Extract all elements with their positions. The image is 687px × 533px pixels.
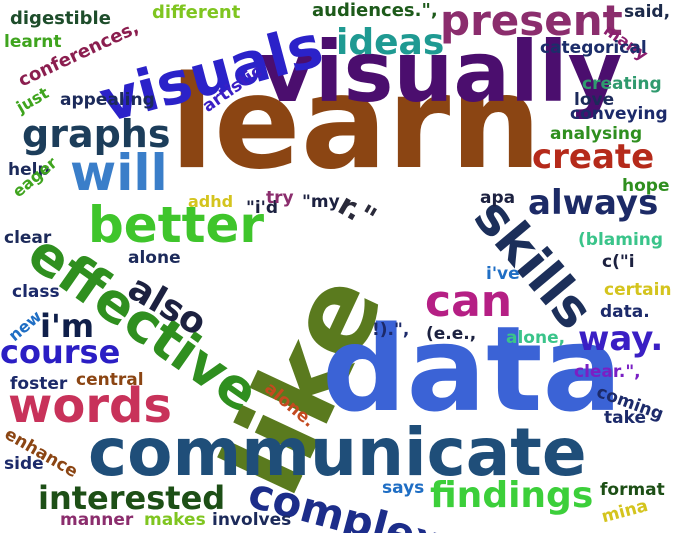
cloud-word: mina: [599, 495, 651, 528]
cloud-word: categorical: [540, 38, 647, 58]
cloud-word: better: [88, 196, 265, 254]
cloud-word: data.: [600, 302, 650, 322]
cloud-word: help: [8, 160, 50, 180]
cloud-word: present: [440, 0, 623, 45]
cloud-word: alone: [128, 248, 181, 268]
cloud-word: c("i: [602, 252, 635, 272]
cloud-word: creating: [582, 74, 662, 94]
cloud-word: learn: [170, 49, 542, 198]
cloud-word: alone,: [506, 328, 566, 348]
cloud-word: central: [76, 370, 144, 390]
cloud-word: involves: [212, 510, 292, 530]
cloud-word: conveying: [570, 104, 668, 124]
cloud-word: try: [266, 188, 294, 208]
cloud-word: data: [322, 300, 623, 438]
cloud-word: (blaming: [578, 230, 664, 250]
cloud-word: analysing: [550, 124, 643, 144]
cloud-word: different: [152, 2, 241, 23]
cloud-word: learnt: [4, 32, 62, 52]
cloud-word: ideas: [336, 22, 445, 63]
cloud-word: manner: [60, 510, 134, 530]
cloud-word: graphs: [22, 112, 171, 156]
cloud-word: adhd: [188, 192, 234, 211]
cloud-word: says: [382, 478, 425, 498]
cloud-word: clear.",: [574, 362, 641, 382]
cloud-word: visually: [260, 23, 623, 121]
cloud-word: course: [0, 333, 121, 371]
cloud-word: "i'd: [246, 198, 279, 218]
cloud-word: words: [8, 378, 172, 434]
cloud-word: appealing: [60, 90, 155, 110]
cloud-word: i've: [486, 264, 520, 284]
cloud-word: class: [12, 282, 60, 302]
cloud-word: create: [532, 137, 655, 177]
cloud-word: findings: [430, 475, 594, 516]
cloud-word: interested: [38, 479, 226, 517]
cloud-word: take: [604, 408, 646, 428]
cloud-word: "my: [302, 192, 340, 212]
cloud-word: always: [528, 183, 659, 223]
cloud-word: way.: [578, 319, 664, 359]
cloud-word: format: [600, 480, 665, 500]
cloud-word: love: [574, 90, 615, 110]
cloud-word: communicate: [88, 414, 587, 491]
cloud-word: hope: [622, 176, 670, 196]
cloud-word: foster: [10, 374, 68, 394]
cloud-word: digestible: [10, 8, 111, 29]
cloud-word: i'm: [40, 307, 95, 345]
cloud-word: (e.e.,: [426, 324, 477, 344]
cloud-word: can: [425, 276, 513, 327]
cloud-word: clear: [4, 228, 52, 248]
cloud-word: will: [70, 144, 168, 202]
cloud-word: !).",: [372, 320, 410, 340]
cloud-word: makes: [144, 510, 206, 530]
cloud-word: audiences.",: [312, 0, 438, 21]
cloud-word: side: [4, 454, 44, 474]
cloud-word: apa: [480, 188, 516, 208]
cloud-word: certain: [604, 280, 672, 300]
cloud-word: said,: [624, 2, 671, 22]
